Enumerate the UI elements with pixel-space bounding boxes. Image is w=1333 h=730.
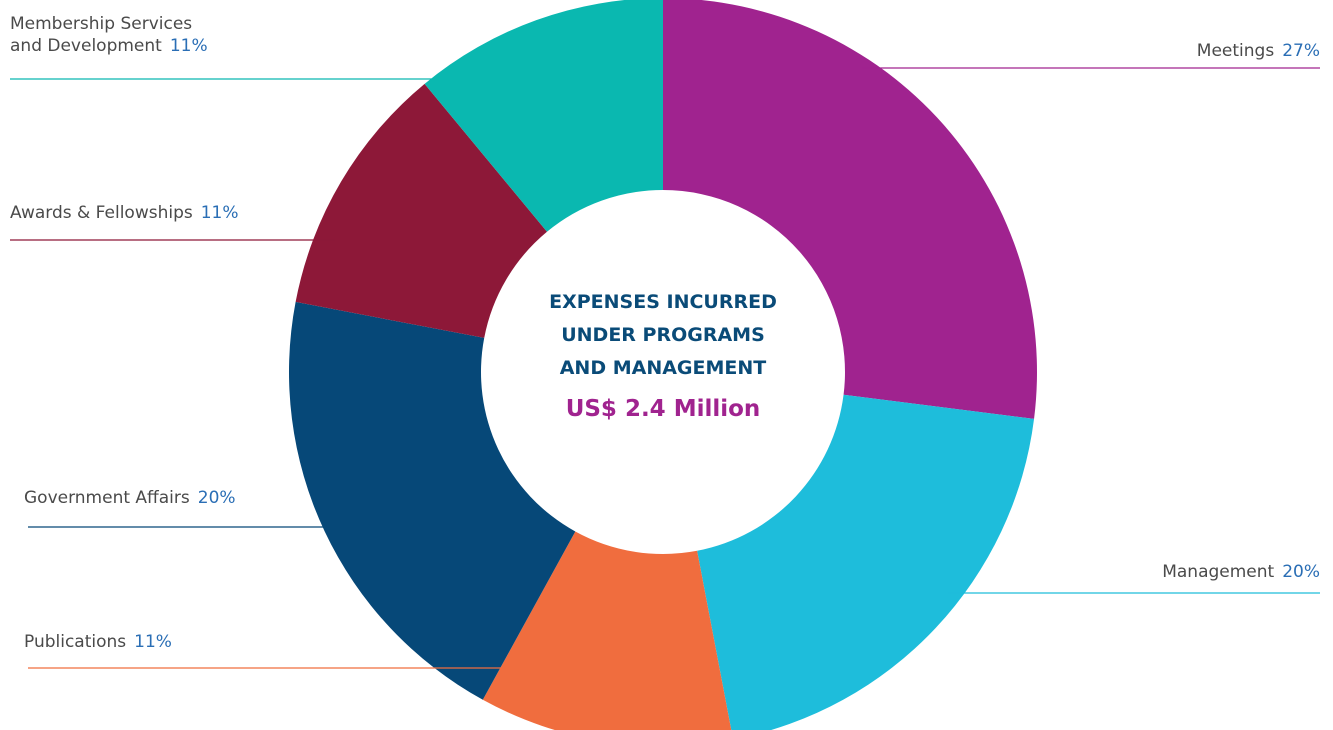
slice-meetings <box>663 0 1037 419</box>
label-pct: 11% <box>134 632 172 652</box>
label-name-line-1: Membership Services <box>10 14 193 34</box>
slice-publications <box>482 531 732 730</box>
label-name: Publications <box>24 632 127 652</box>
label-management: Management 20% <box>1162 561 1320 583</box>
label-pct: 11% <box>169 36 208 56</box>
label-membership-services: Membership Services and Development 11% <box>10 13 208 57</box>
label-line-2: and Development 11% <box>10 35 208 57</box>
label-pct: 20% <box>1282 562 1320 582</box>
label-meetings: Meetings 27% <box>1197 40 1320 62</box>
label-name: Meetings <box>1196 41 1275 61</box>
label-name: Government Affairs <box>24 488 190 508</box>
chart-title: EXPENSES INCURRED UNDER PROGRAMS AND MAN… <box>549 291 777 379</box>
label-awards-fellowships: Awards & Fellowships 11% <box>10 202 239 224</box>
chart-total: US$ 2.4 Million <box>565 396 761 422</box>
label-name-line-2: and Development <box>10 36 162 56</box>
label-name: Management <box>1162 562 1275 582</box>
slice-membership-services-and-development <box>424 0 663 232</box>
label-pct: 11% <box>200 203 239 223</box>
label-publications: Publications 11% <box>24 631 172 653</box>
slice-awards-fellowships <box>295 83 547 338</box>
slice-government-affairs <box>288 301 576 700</box>
label-government-affairs: Government Affairs 20% <box>24 487 236 509</box>
label-pct: 27% <box>1282 41 1320 61</box>
label-pct: 20% <box>197 488 236 508</box>
slice-management <box>697 394 1035 730</box>
label-name: Awards & Fellowships <box>10 203 193 223</box>
